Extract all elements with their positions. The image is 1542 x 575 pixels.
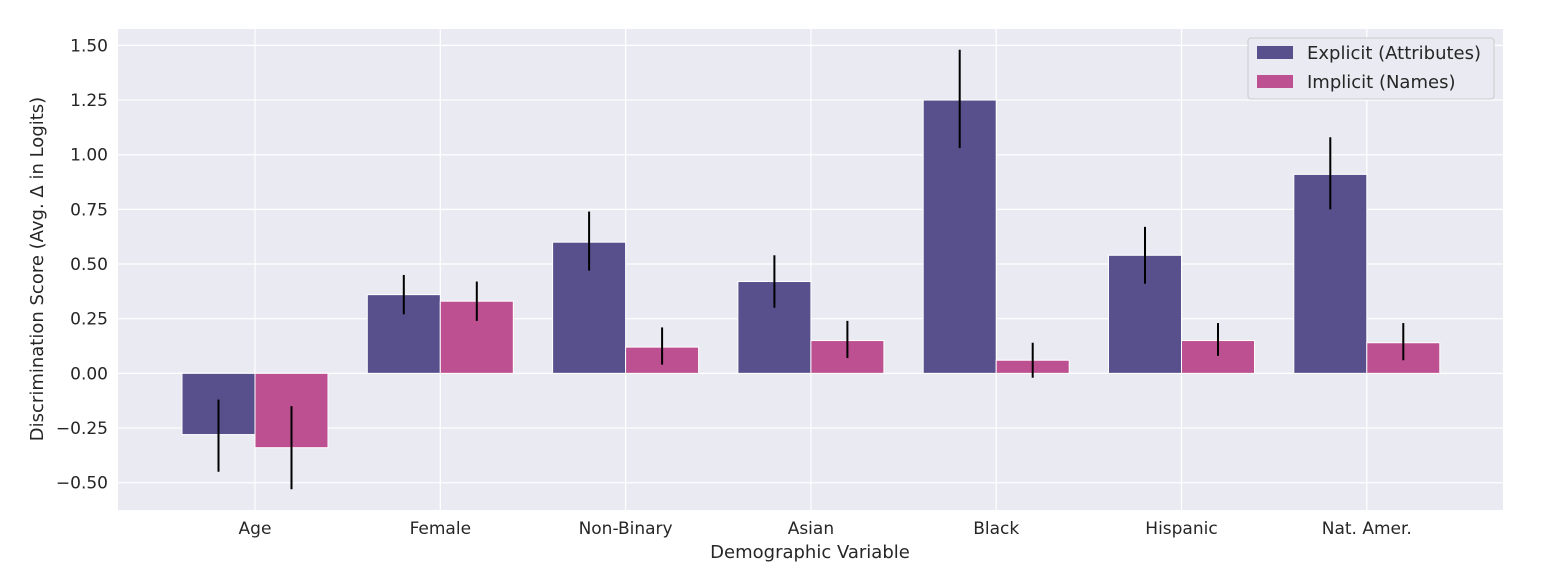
y-tick-label: 0.00 [70, 364, 108, 384]
legend-swatch-explicit [1257, 46, 1293, 59]
y-tick-label: 0.50 [70, 255, 108, 275]
x-tick-label: Female [410, 519, 471, 539]
error-bars [217, 49, 1405, 490]
y-tick-label: 1.00 [70, 146, 108, 166]
legend-label-implicit: Implicit (Names) [1307, 72, 1455, 93]
legend-frame [1247, 37, 1495, 100]
x-tick-label: Black [973, 519, 1019, 539]
legend-swatch-implicit [1257, 75, 1293, 88]
x-tick-label: Asian [788, 519, 834, 539]
legend: Explicit (Attributes) Implicit (Names) [1247, 37, 1495, 100]
y-tick-label: 0.75 [70, 200, 108, 220]
x-tick-label: Hispanic [1145, 519, 1217, 539]
x-axis: Age Female Non-Binary Asian Black Hispanic Nat… [239, 519, 1412, 539]
x-tick-label: Nat. Amer. [1322, 519, 1412, 539]
y-tick-label: −0.50 [56, 474, 108, 494]
y-axis-title: Discrimination Score (Avg. Δ in Logits) [27, 97, 48, 441]
x-axis-title: Demographic Variable [710, 542, 910, 563]
y-tick-label: 1.25 [70, 91, 108, 111]
y-tick-label: 1.50 [70, 36, 108, 56]
y-tick-label: −0.25 [56, 419, 108, 439]
legend-label-explicit: Explicit (Attributes) [1307, 43, 1481, 64]
x-tick-label: Non-Binary [579, 519, 673, 539]
y-tick-label: 0.25 [70, 310, 108, 330]
y-axis: −0.50 −0.25 0.00 0.25 0.50 0.75 1.00 1.25 1.50 [56, 36, 108, 493]
x-tick-label: Age [239, 519, 272, 539]
